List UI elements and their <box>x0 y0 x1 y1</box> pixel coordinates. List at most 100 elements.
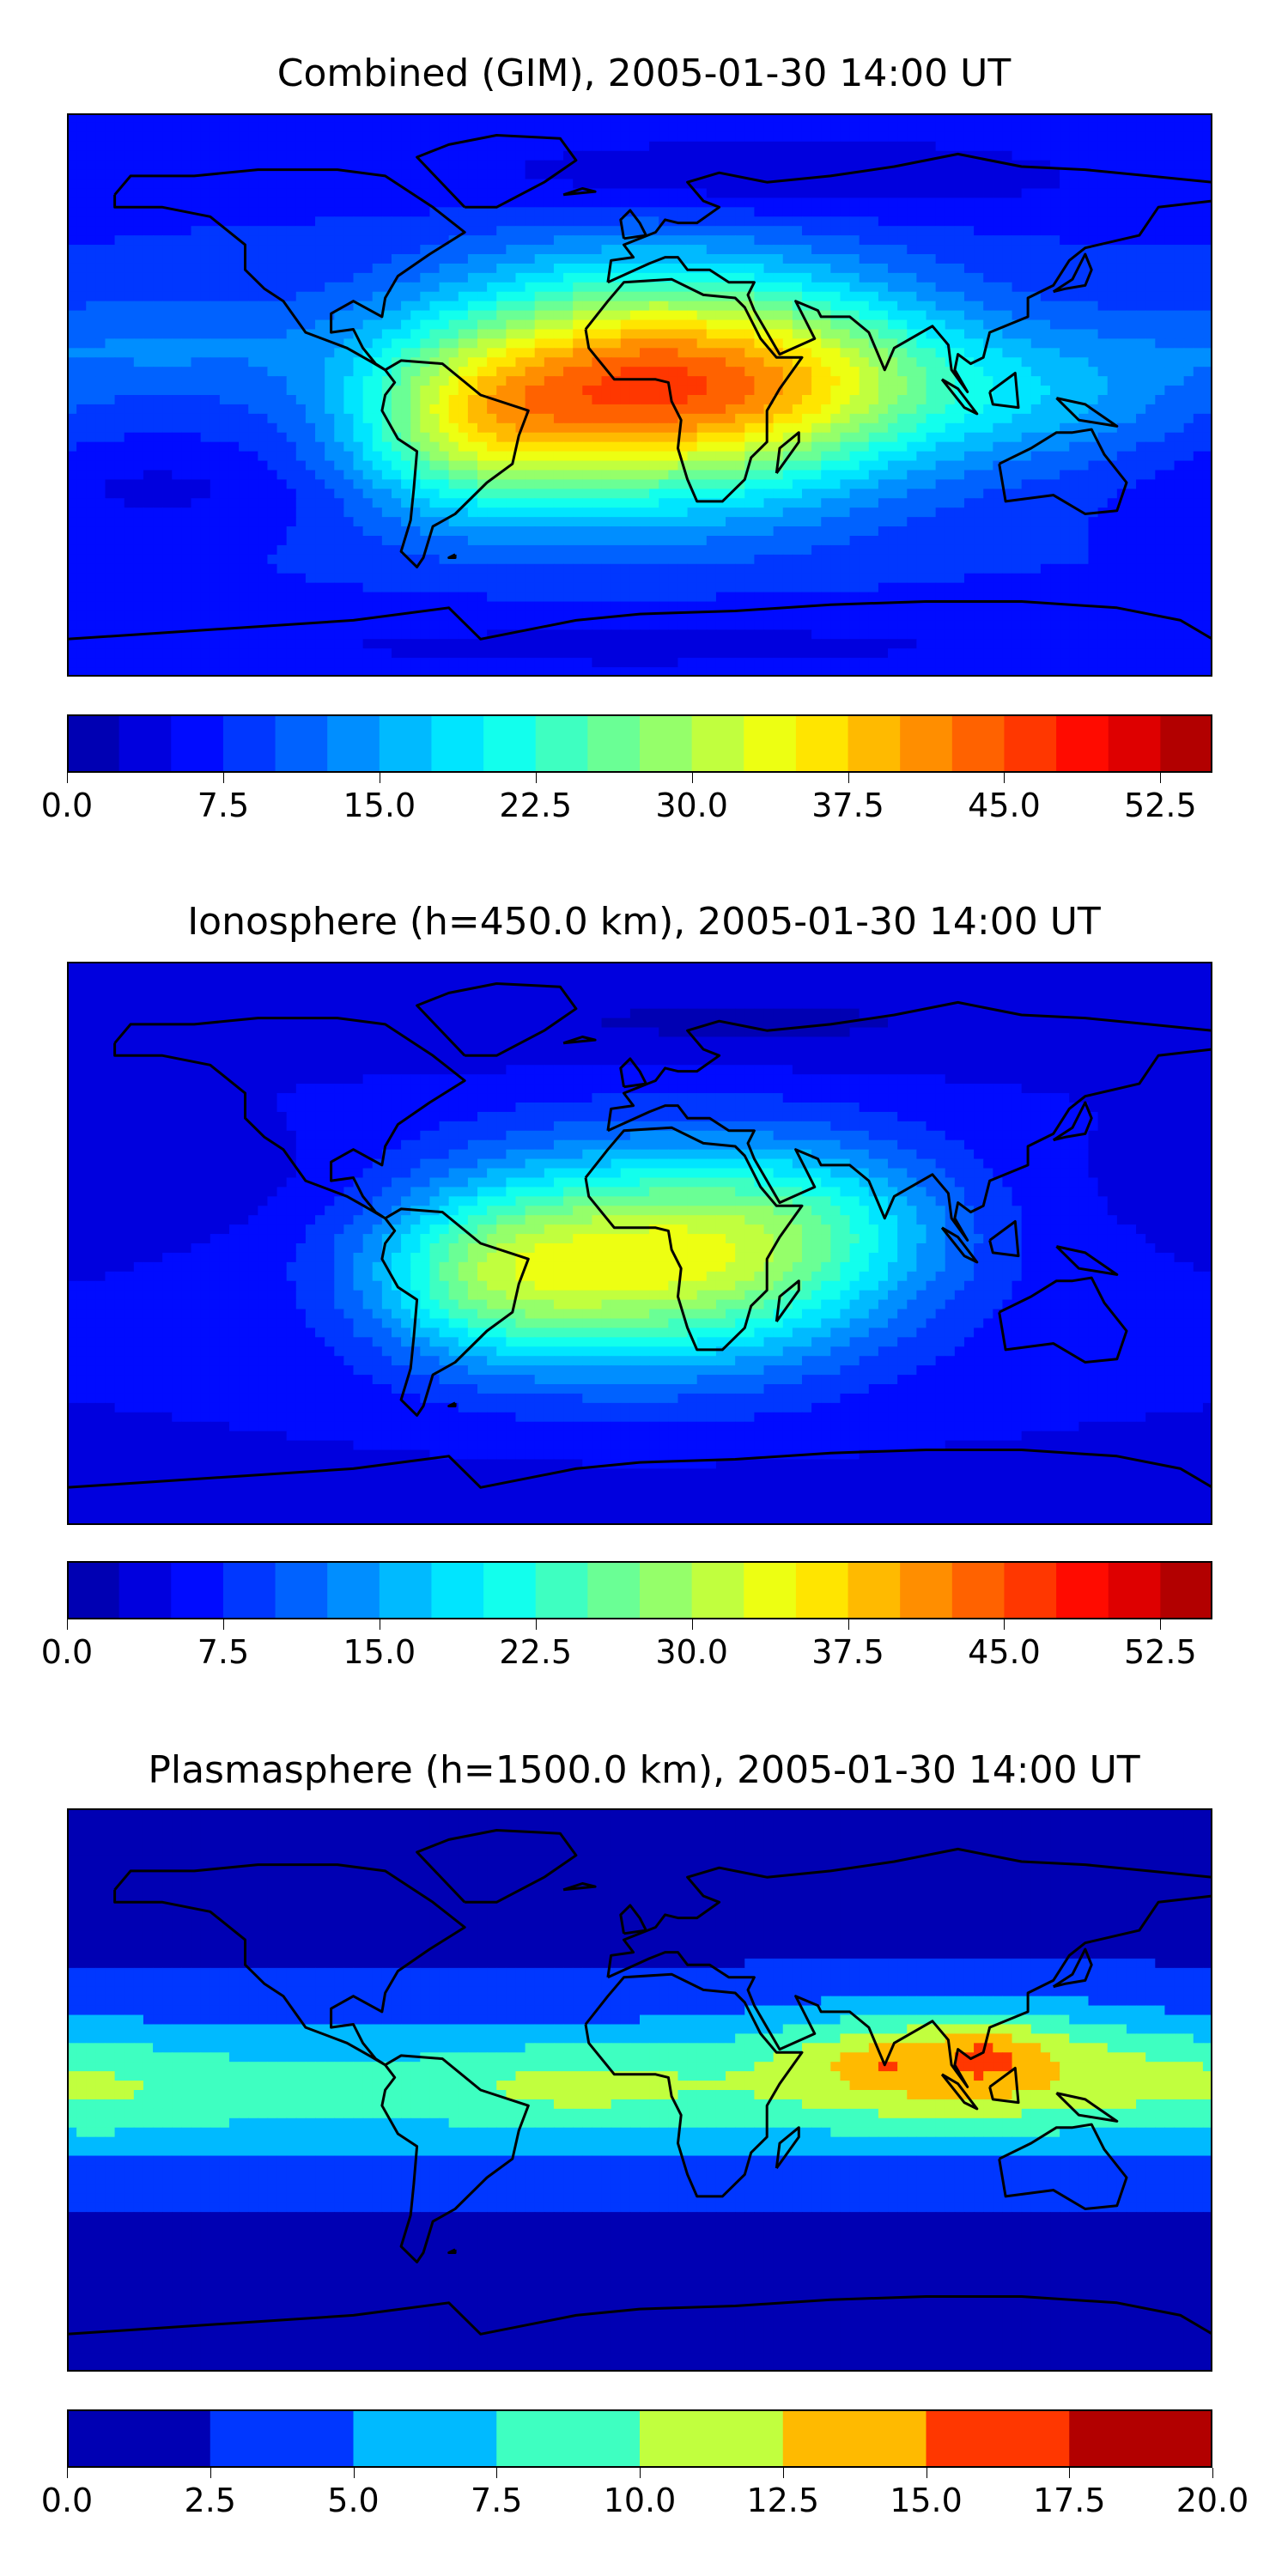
heatmap-cell <box>993 357 1004 368</box>
heatmap-cell <box>258 470 269 480</box>
heatmap-cell <box>534 432 545 443</box>
heatmap-cell <box>334 319 344 331</box>
heatmap-cell <box>362 141 374 152</box>
heatmap-cell <box>267 169 278 180</box>
heatmap-cell <box>1021 169 1032 180</box>
heatmap-cell <box>1040 160 1051 171</box>
heatmap-cell <box>573 310 583 321</box>
heatmap-cell <box>687 188 698 198</box>
heatmap-cell <box>1021 291 1032 302</box>
heatmap-cell <box>1002 188 1013 198</box>
heatmap-cell <box>629 310 641 321</box>
heatmap-cell <box>629 207 641 217</box>
heatmap-cell <box>381 235 392 246</box>
heatmap-cell <box>467 150 478 161</box>
heatmap-cell <box>515 319 526 331</box>
heatmap-cell <box>773 498 784 508</box>
heatmap-cell <box>1145 282 1156 293</box>
heatmap-cell <box>849 291 860 302</box>
heatmap-cell <box>410 179 421 190</box>
heatmap-cell <box>754 479 765 489</box>
heatmap-cell <box>410 188 421 198</box>
heatmap-cell <box>181 150 192 161</box>
heatmap-cell <box>496 489 507 499</box>
heatmap-cell <box>133 282 144 293</box>
heatmap-cell <box>945 291 956 302</box>
heatmap-cell <box>133 301 144 312</box>
heatmap-cell <box>239 357 249 368</box>
heatmap-cell <box>362 282 374 293</box>
heatmap-cell <box>649 291 659 302</box>
heatmap-cell <box>592 338 603 349</box>
heatmap-cell <box>1021 263 1032 274</box>
heatmap-cell <box>172 179 182 190</box>
heatmap-cell <box>1193 451 1204 462</box>
heatmap-cell <box>1174 207 1185 217</box>
heatmap-cell <box>162 188 173 198</box>
heatmap-cell <box>859 460 870 471</box>
heatmap-cell <box>1145 272 1156 283</box>
heatmap-cell <box>325 479 335 489</box>
heatmap-cell <box>153 413 163 424</box>
heatmap-cell <box>993 179 1004 190</box>
heatmap-cell <box>601 207 612 217</box>
heatmap-cell <box>582 131 593 143</box>
heatmap-cell <box>401 479 411 489</box>
heatmap-cell <box>544 498 555 508</box>
heatmap-cell <box>935 338 946 349</box>
heatmap-cell <box>210 113 221 124</box>
heatmap-cell <box>629 113 641 124</box>
heatmap-cell <box>86 113 96 124</box>
heatmap-cell <box>362 291 374 302</box>
heatmap-cell <box>334 404 344 415</box>
heatmap-cell <box>1060 460 1070 471</box>
heatmap-cell <box>573 179 583 190</box>
heatmap-cell <box>1030 470 1042 480</box>
heatmap-cell <box>172 451 182 462</box>
heatmap-cell <box>1202 357 1212 368</box>
heatmap-cell <box>1012 432 1023 443</box>
heatmap-cell <box>105 367 116 377</box>
heatmap-cell <box>926 226 937 236</box>
heatmap-cell <box>1012 131 1023 143</box>
heatmap-cell <box>181 188 192 198</box>
heatmap-cell <box>1155 263 1166 274</box>
heatmap-cell <box>1050 301 1060 312</box>
heatmap-cell <box>706 470 717 480</box>
heatmap-cell <box>86 395 96 405</box>
heatmap-cell <box>315 489 325 499</box>
heatmap-cell <box>926 338 937 349</box>
heatmap-cell <box>754 460 765 471</box>
heatmap-cell <box>659 179 669 190</box>
heatmap-cell <box>200 141 211 152</box>
heatmap-cell <box>1145 310 1156 321</box>
heatmap-cell <box>506 216 517 227</box>
heatmap-cell <box>219 160 230 171</box>
heatmap-cell <box>1183 226 1194 236</box>
heatmap-cell <box>391 216 402 227</box>
heatmap-cell <box>1107 272 1118 283</box>
heatmap-cell <box>954 291 965 302</box>
heatmap-cell <box>859 357 870 368</box>
heatmap-cell <box>1012 460 1023 471</box>
heatmap-cell <box>773 338 784 349</box>
heatmap-cell <box>563 460 574 471</box>
heatmap-cell <box>1202 413 1212 424</box>
heatmap-cell <box>506 441 517 453</box>
heatmap-cell <box>534 404 545 415</box>
heatmap-cell <box>267 150 278 161</box>
heatmap-cell <box>849 263 860 274</box>
heatmap-cell <box>1202 254 1212 264</box>
heatmap-cell <box>830 291 841 302</box>
heatmap-cell <box>773 291 784 302</box>
heatmap-cell <box>888 357 898 368</box>
heatmap-cell <box>1155 338 1166 349</box>
heatmap-cell <box>592 263 603 274</box>
heatmap-cell <box>1126 329 1137 339</box>
heatmap-cell <box>811 404 822 415</box>
heatmap-cell <box>1088 122 1099 133</box>
heatmap-cell <box>143 386 154 396</box>
heatmap-cell <box>153 498 163 508</box>
heatmap-cell <box>706 376 717 386</box>
heatmap-cell <box>239 479 249 489</box>
